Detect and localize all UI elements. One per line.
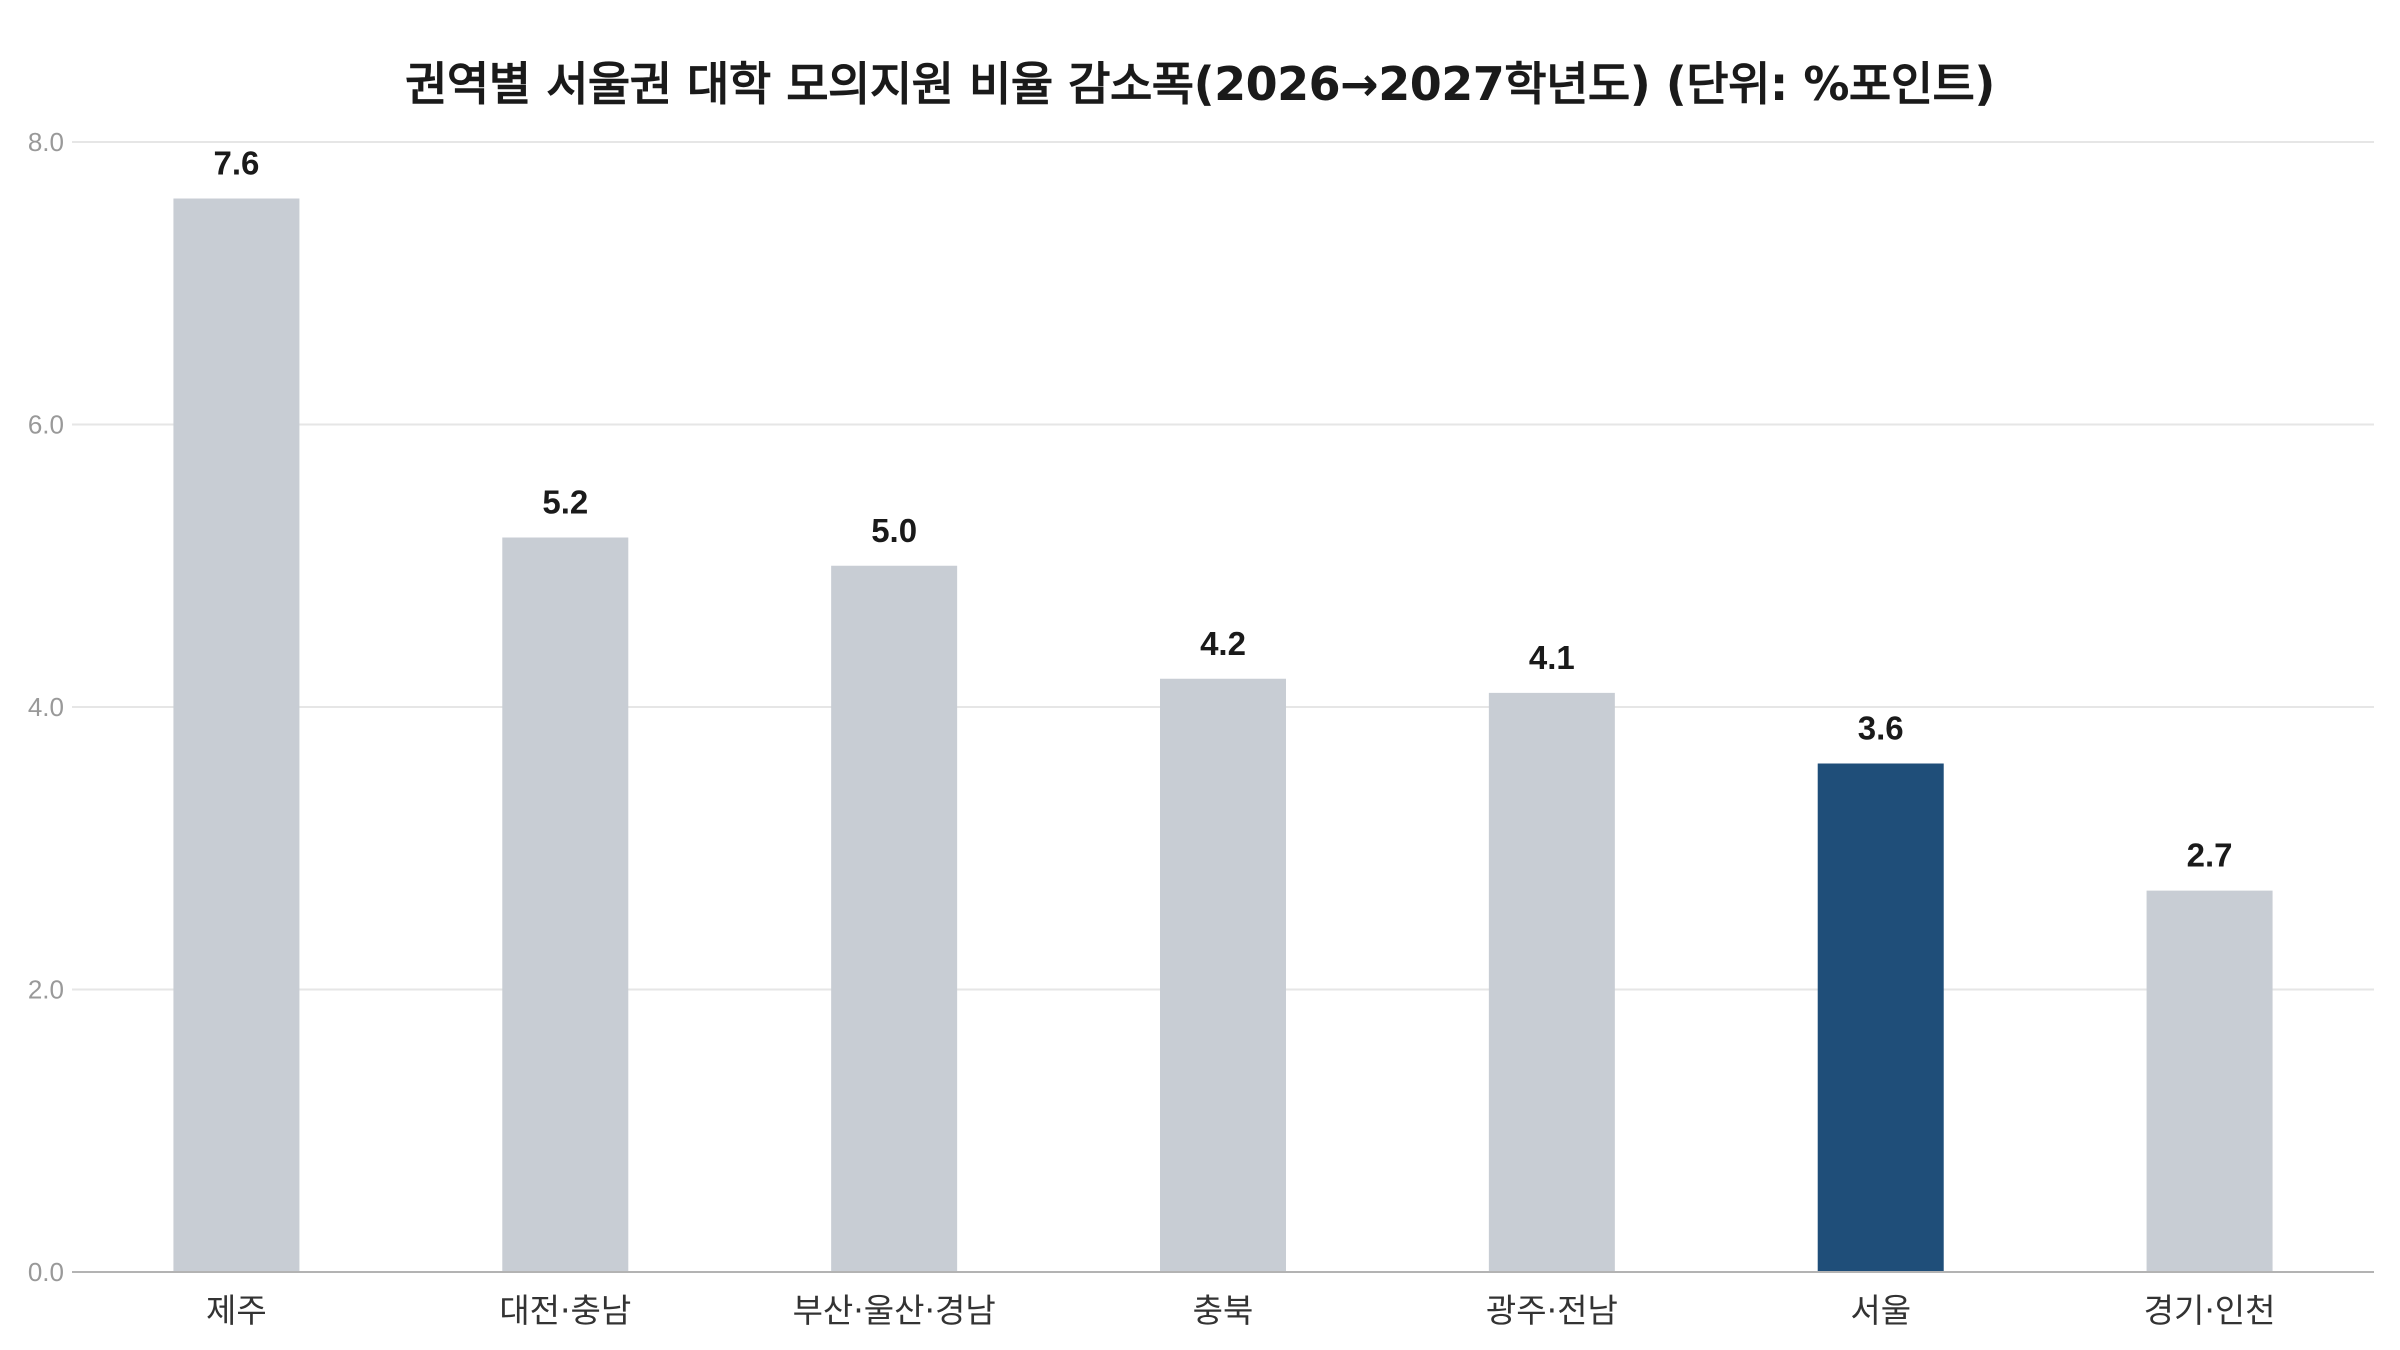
bar-2 bbox=[831, 565, 958, 1272]
value-label: 4.1 bbox=[1529, 639, 1575, 676]
chart-title: 권역별 서울권 대학 모의지원 비율 감소폭(2026→2027학년도) (단위… bbox=[405, 57, 1995, 111]
bar-4 bbox=[1488, 692, 1615, 1272]
bar-1 bbox=[502, 537, 629, 1272]
bar-3 bbox=[1160, 678, 1286, 1272]
x-category-label: 대전·충남 bbox=[499, 1291, 631, 1330]
x-category-label: 제주 bbox=[206, 1291, 267, 1330]
y-tick-label: 2.0 bbox=[28, 975, 64, 1005]
x-category-label: 광주·전남 bbox=[1486, 1291, 1618, 1330]
bar-0 bbox=[173, 198, 300, 1272]
x-category-label: 부산·울산·경남 bbox=[793, 1291, 996, 1330]
value-label: 5.0 bbox=[871, 512, 917, 549]
y-tick-label: 0.0 bbox=[28, 1257, 64, 1287]
y-tick-label: 8.0 bbox=[28, 127, 64, 157]
bar-5 bbox=[1817, 763, 1944, 1272]
value-label: 2.7 bbox=[2187, 837, 2233, 874]
x-category-label: 충북 bbox=[1193, 1291, 1254, 1330]
value-label: 7.6 bbox=[213, 145, 259, 182]
value-label: 4.2 bbox=[1200, 625, 1246, 662]
value-label: 5.2 bbox=[542, 484, 588, 521]
bar-6 bbox=[2146, 890, 2273, 1272]
x-category-label: 서울 bbox=[1850, 1291, 1911, 1330]
y-tick-label: 6.0 bbox=[28, 410, 64, 440]
value-label: 3.6 bbox=[1858, 710, 1904, 747]
y-tick-label: 4.0 bbox=[28, 692, 64, 722]
x-category-label: 경기·인천 bbox=[2144, 1291, 2276, 1330]
